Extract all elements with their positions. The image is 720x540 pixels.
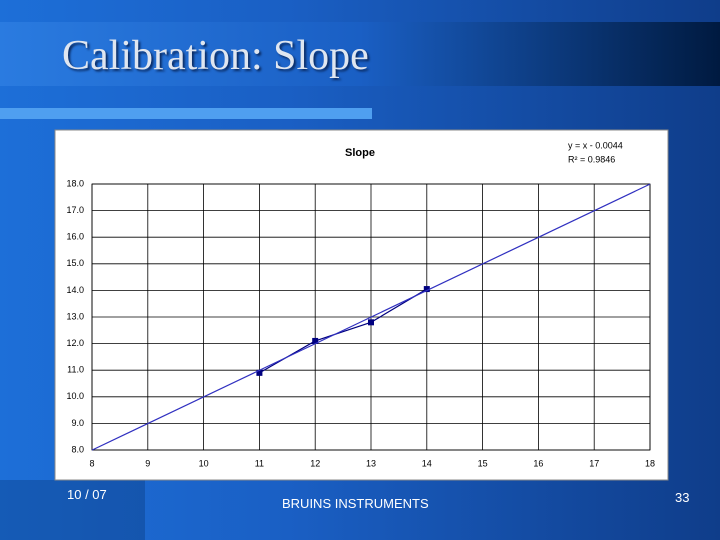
y-tick-label: 15.0 (66, 258, 84, 268)
x-tick-label: 14 (422, 458, 432, 468)
x-tick-label: 16 (533, 458, 543, 468)
footer-company: BRUINS INSTRUMENTS (282, 496, 429, 511)
accent-bar (0, 108, 372, 119)
data-point (368, 319, 374, 326)
y-tick-label: 8.0 (71, 444, 84, 454)
footer-band (0, 480, 145, 540)
x-tick-label: 10 (199, 458, 209, 468)
x-tick-label: 18 (645, 458, 655, 468)
x-tick-label: 8 (89, 458, 94, 468)
series-line (91, 183, 651, 451)
y-tick-label: 18.0 (66, 178, 84, 188)
annotation: R² = 0.9846 (568, 154, 615, 164)
x-tick-label: 11 (255, 458, 264, 468)
chart-area (54, 129, 669, 481)
x-tick-label: 13 (366, 458, 376, 468)
slide-title: Calibration: Slope (62, 33, 369, 79)
data-point (256, 369, 263, 376)
plot-border (91, 183, 651, 451)
y-tick-label: 14.0 (66, 285, 84, 295)
annotation: y = x - 0.0044 (568, 140, 623, 150)
x-tick-label: 17 (589, 458, 599, 468)
y-tick-label: 16.0 (66, 232, 84, 242)
x-tick-label: 12 (310, 458, 320, 468)
y-tick-label: 9.0 (71, 418, 84, 428)
y-tick-label: 17.0 (66, 205, 84, 215)
y-tick-label: 12.0 (66, 338, 84, 348)
y-tick-label: 11.0 (67, 365, 84, 375)
footer-date: 10 / 07 (67, 487, 107, 502)
data-point (423, 286, 430, 293)
page-number: 33 (675, 490, 690, 505)
y-tick-label: 10.0 (66, 391, 84, 401)
data-point (312, 337, 319, 344)
x-tick-label: 9 (145, 458, 150, 468)
chart-title: Slope (345, 147, 375, 159)
y-tick-label: 13.0 (66, 311, 84, 321)
x-tick-label: 15 (478, 458, 488, 468)
header-band (0, 22, 720, 86)
